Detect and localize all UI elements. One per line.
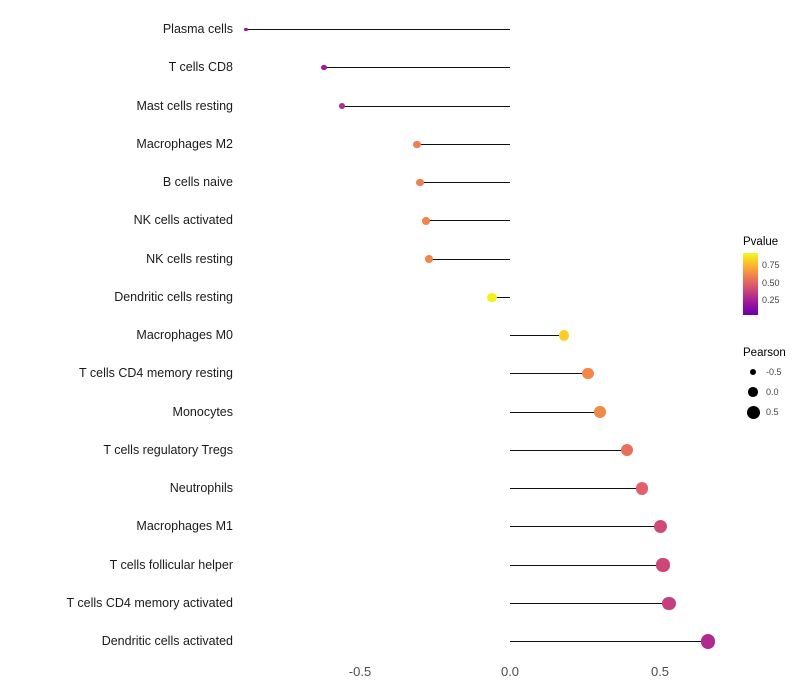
data-point-dot bbox=[413, 140, 421, 148]
x-tick-label: 0.5 bbox=[650, 664, 670, 679]
category-label: Macrophages M0 bbox=[136, 328, 233, 342]
stem-line bbox=[420, 182, 510, 183]
pearson-legend-tick-label: -0.5 bbox=[766, 367, 782, 377]
stem-line bbox=[510, 488, 642, 489]
stem-line bbox=[510, 564, 663, 566]
pvalue-gradient-bar bbox=[743, 253, 758, 315]
data-point-dot bbox=[653, 520, 667, 534]
pvalue-legend-tick-label: 0.50 bbox=[762, 277, 780, 288]
category-label: T cells CD4 memory activated bbox=[66, 595, 234, 610]
data-point-dot bbox=[594, 406, 606, 418]
category-label: Macrophages M1 bbox=[136, 519, 233, 534]
category-label: T cells follicular helper bbox=[109, 557, 233, 572]
data-point-dot bbox=[635, 482, 649, 495]
category-label: T cells CD8 bbox=[168, 60, 233, 75]
data-point-dot bbox=[422, 216, 430, 225]
data-point-dot bbox=[700, 634, 716, 649]
pvalue-legend-title: Pvalue bbox=[743, 236, 779, 248]
data-point-dot bbox=[582, 368, 594, 380]
category-label: Dendritic cells activated bbox=[101, 634, 233, 648]
stem-line bbox=[324, 67, 510, 69]
stem-line bbox=[429, 258, 510, 260]
data-point-dot bbox=[321, 65, 327, 71]
pearson-legend-tick-label: 0.0 bbox=[766, 387, 779, 397]
stem-line bbox=[426, 220, 510, 222]
category-label: T cells regulatory Tregs bbox=[103, 442, 233, 457]
pearson-legend-size-dot bbox=[749, 368, 757, 376]
data-point-dot bbox=[244, 27, 248, 32]
data-point-dot bbox=[620, 444, 634, 457]
category-label: Mast cells resting bbox=[136, 98, 233, 113]
stem-line bbox=[510, 526, 660, 528]
stem-line bbox=[510, 449, 627, 451]
stem-line bbox=[510, 335, 564, 336]
category-label: NK cells activated bbox=[133, 213, 233, 228]
category-label: T cells CD4 memory resting bbox=[79, 366, 233, 381]
x-tick-label: 0.0 bbox=[500, 664, 520, 679]
data-point-dot bbox=[425, 255, 433, 263]
stem-line bbox=[492, 296, 510, 298]
stem-line bbox=[510, 411, 600, 413]
stem-line bbox=[510, 602, 669, 604]
category-label: NK cells resting bbox=[146, 251, 233, 266]
pearson-legend-tick-label: 0.5 bbox=[766, 407, 779, 417]
pearson-legend-size-dot bbox=[746, 405, 760, 419]
data-point-dot bbox=[558, 330, 570, 341]
pearson-legend-title: Pearson bbox=[743, 347, 786, 359]
stem-line bbox=[417, 143, 510, 145]
pvalue-legend-tick-label: 0.75 bbox=[762, 259, 780, 270]
data-point-dot bbox=[662, 596, 676, 610]
category-label: Plasma cells bbox=[162, 22, 233, 36]
pearson-legend-size-dot bbox=[748, 387, 758, 397]
data-point-dot bbox=[416, 178, 424, 187]
stem-line bbox=[510, 641, 708, 642]
category-label: Neutrophils bbox=[169, 481, 233, 495]
pvalue-legend-tick-label: 0.25 bbox=[762, 295, 780, 306]
category-label: B cells naive bbox=[162, 175, 233, 189]
category-label: Macrophages M2 bbox=[136, 136, 233, 151]
category-label: Dendritic cells resting bbox=[114, 289, 233, 304]
data-point-dot bbox=[656, 558, 670, 572]
stem-line bbox=[510, 373, 588, 375]
data-point-dot bbox=[487, 292, 497, 302]
data-point-dot bbox=[339, 103, 345, 109]
category-label: Monocytes bbox=[172, 404, 233, 419]
x-tick-label: -0.5 bbox=[348, 664, 372, 679]
stem-line bbox=[246, 29, 510, 30]
stem-line bbox=[342, 105, 510, 107]
